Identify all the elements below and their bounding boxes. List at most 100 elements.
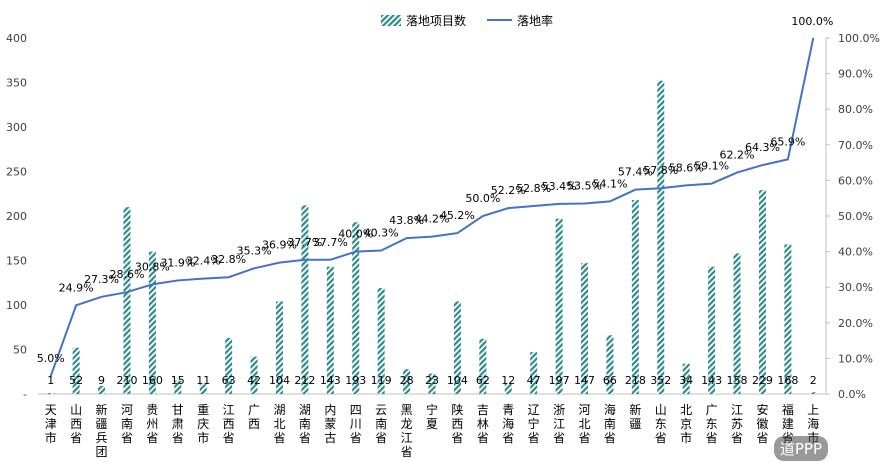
line-data-label: 100.0% (791, 15, 833, 28)
y-right-tick-label: 90.0% (838, 68, 873, 81)
bar-data-label: 42 (247, 374, 261, 387)
y-right-tick-label: 70.0% (838, 139, 873, 152)
bar-data-label: 160 (142, 374, 163, 387)
bar-data-label: 143 (701, 374, 722, 387)
y-right-tick-label: 80.0% (838, 103, 873, 116)
bar (581, 263, 589, 394)
category-label: 北京市 (680, 403, 692, 445)
line-data-label: 36.9% (262, 239, 297, 252)
line-data-label: 58.6% (669, 161, 704, 174)
line-data-label: 32.8% (211, 253, 246, 266)
category-label: 河南省 (121, 403, 133, 445)
category-label: 黑龙江省 (401, 403, 413, 459)
category-label: 湖南省 (299, 402, 311, 445)
category-label: 天津市 (45, 403, 57, 445)
category-label: 吉林省 (477, 403, 489, 445)
bar (657, 80, 665, 394)
category-label: 内蒙古 (324, 403, 336, 445)
bar-data-label: 104 (269, 374, 290, 387)
y-left-tick-label: 400 (6, 32, 27, 45)
y-left-tick-label: - (23, 388, 27, 401)
line-data-label: 45.2% (440, 209, 475, 222)
bar (555, 218, 563, 394)
bar-data-label: 12 (501, 374, 515, 387)
y-right-tick-label: 20.0% (838, 317, 873, 330)
watermark: 道PPP (773, 436, 828, 461)
category-label: 陕西省 (451, 402, 463, 445)
line-data-label: 43.8% (389, 214, 424, 227)
line-data-label: 27.3% (84, 273, 119, 286)
bar (428, 373, 436, 394)
y-left-tick-label: 350 (6, 77, 27, 90)
y-left-tick-label: 150 (6, 255, 27, 268)
bar (758, 190, 766, 394)
line-data-label: 30.8% (135, 260, 170, 273)
y-right-tick-label: 100.0% (838, 32, 880, 45)
bar-data-label: 34 (679, 374, 693, 387)
line-data-label: 64.3% (745, 141, 780, 154)
category-label: 海南省 (604, 402, 616, 445)
line-data-label: 52.2% (491, 184, 526, 197)
line-data-label: 37.7% (313, 236, 348, 249)
bar-data-label: 15 (171, 374, 185, 387)
bar-data-label: 9 (98, 374, 105, 387)
bar-data-label: 168 (777, 374, 798, 387)
bar-data-label: 2 (810, 374, 817, 387)
bar-data-label: 52 (69, 374, 83, 387)
bar-data-label: 11 (196, 374, 210, 387)
legend-bar-swatch (381, 15, 401, 26)
bar (708, 266, 716, 394)
category-label: 河北省 (579, 403, 591, 445)
line-series (49, 37, 815, 377)
bar (174, 380, 182, 394)
y-right-tick-label: 60.0% (838, 174, 873, 187)
category-label: 四川省 (350, 403, 362, 445)
category-label: 重庆市 (197, 403, 209, 445)
category-label: 辽宁省 (528, 403, 540, 445)
line-data-label: 44.2% (415, 213, 450, 226)
category-label: 贵州省 (146, 403, 158, 445)
bar (148, 251, 156, 394)
bar-data-label: 63 (222, 374, 236, 387)
category-label: 广东省 (706, 403, 718, 445)
category-label: 山西省 (70, 403, 82, 445)
line-data-label: 50.0% (465, 192, 500, 205)
category-label: 云南省 (375, 403, 387, 445)
line-data-label: 37.7% (287, 236, 322, 249)
line-data-label: 24.9% (59, 281, 94, 294)
y-right-tick-label: 0.0% (838, 388, 866, 401)
line-data-label: 35.3% (237, 244, 272, 257)
bar-data-label: 218 (625, 374, 646, 387)
bar (225, 337, 233, 394)
y-right-tick-label: 30.0% (838, 281, 873, 294)
line-data-label: 53.4% (542, 180, 577, 193)
line-data-label: 59.1% (694, 160, 729, 173)
bar-data-label: 47 (527, 374, 541, 387)
category-label: 青海省 (502, 403, 514, 445)
bar (479, 338, 487, 394)
y-left-tick-label: 300 (6, 121, 27, 134)
bar (275, 301, 283, 394)
line-data-label: 40.3% (364, 227, 399, 240)
bar (631, 199, 639, 394)
legend: 落地项目数 落地率 (381, 13, 553, 28)
line-data-label: 31.9% (160, 256, 195, 269)
category-label: 广西 (248, 403, 260, 431)
y-right-tick-label: 40.0% (838, 246, 873, 259)
bar (530, 352, 538, 394)
category-label: 山东省 (655, 403, 667, 445)
bar-data-label: 104 (447, 374, 468, 387)
line-data-label: 62.2% (720, 149, 755, 162)
bar-data-label: 147 (574, 374, 595, 387)
line-data-label: 57.8% (643, 164, 678, 177)
bar-data-label: 197 (549, 374, 570, 387)
bar-data-label: 28 (400, 374, 414, 387)
bar (733, 253, 741, 394)
bar (784, 244, 792, 394)
bar-data-label: 143 (320, 374, 341, 387)
y-left-tick-label: 50 (13, 344, 27, 357)
bar (403, 369, 411, 394)
line-data-label: 65.9% (770, 135, 805, 148)
bar (326, 266, 334, 394)
